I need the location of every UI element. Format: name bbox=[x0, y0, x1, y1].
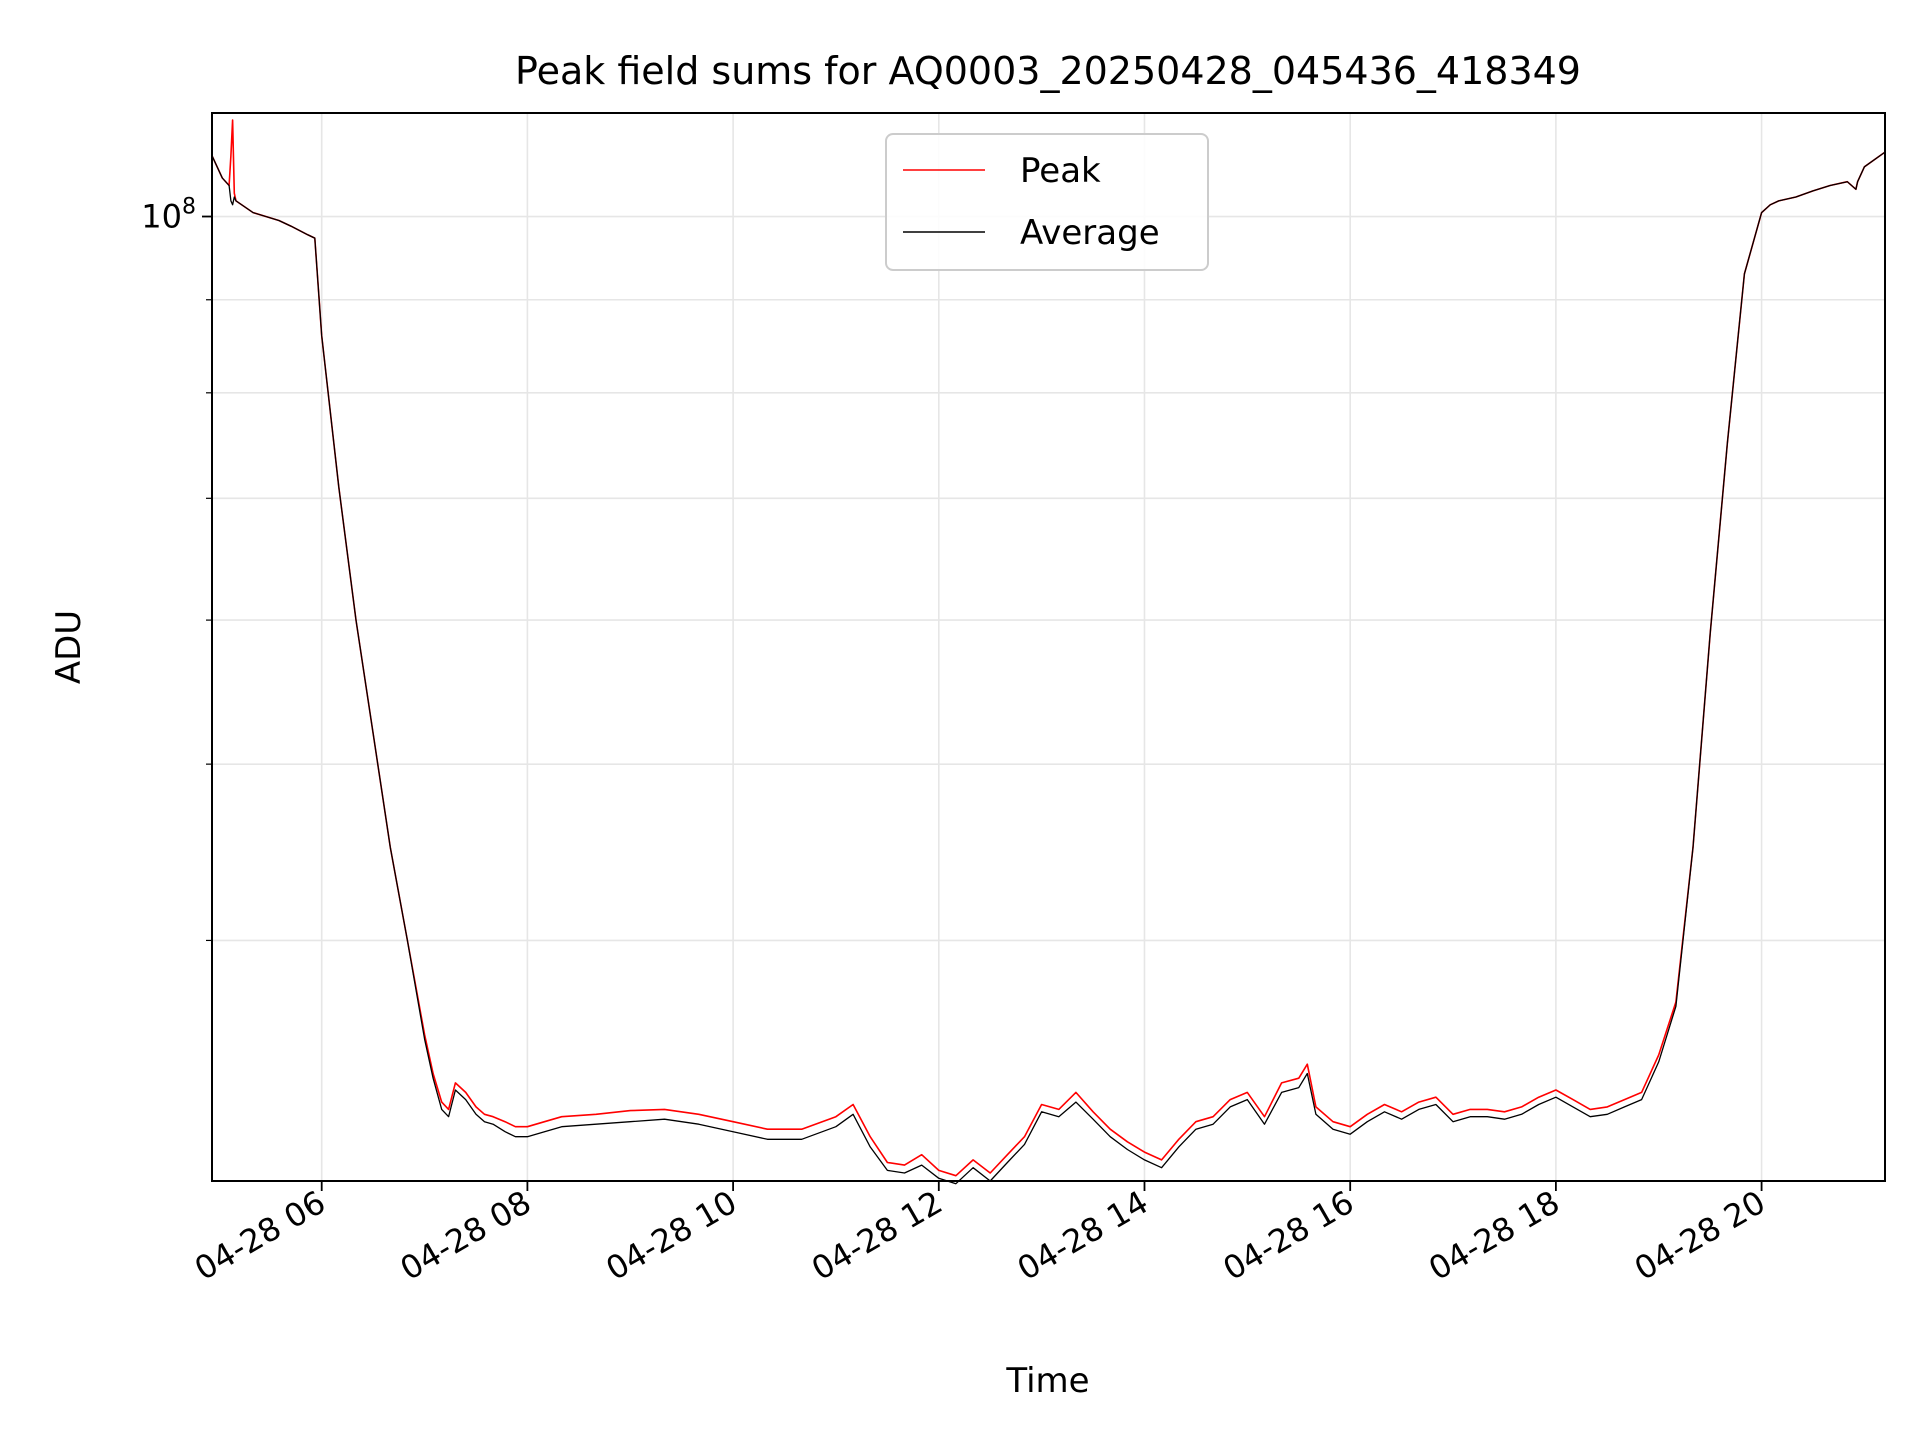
series-line-average bbox=[211, 151, 1886, 1185]
x-axis-label: Time bbox=[1005, 1361, 1089, 1401]
legend-box bbox=[885, 133, 1209, 271]
y-axis-label: ADU bbox=[49, 610, 89, 684]
legend-average-label: Average bbox=[1020, 213, 1160, 253]
y-axis: 108 bbox=[141, 195, 212, 942]
y-tick-label: 108 bbox=[141, 195, 196, 236]
series-layer bbox=[211, 119, 1886, 1185]
legend: Peak Average bbox=[885, 133, 1209, 271]
chart-title: Peak field sums for AQ0003_20250428_0454… bbox=[515, 49, 1581, 93]
legend-peak-label: Peak bbox=[1020, 151, 1101, 191]
axes-frame bbox=[211, 112, 1886, 1182]
